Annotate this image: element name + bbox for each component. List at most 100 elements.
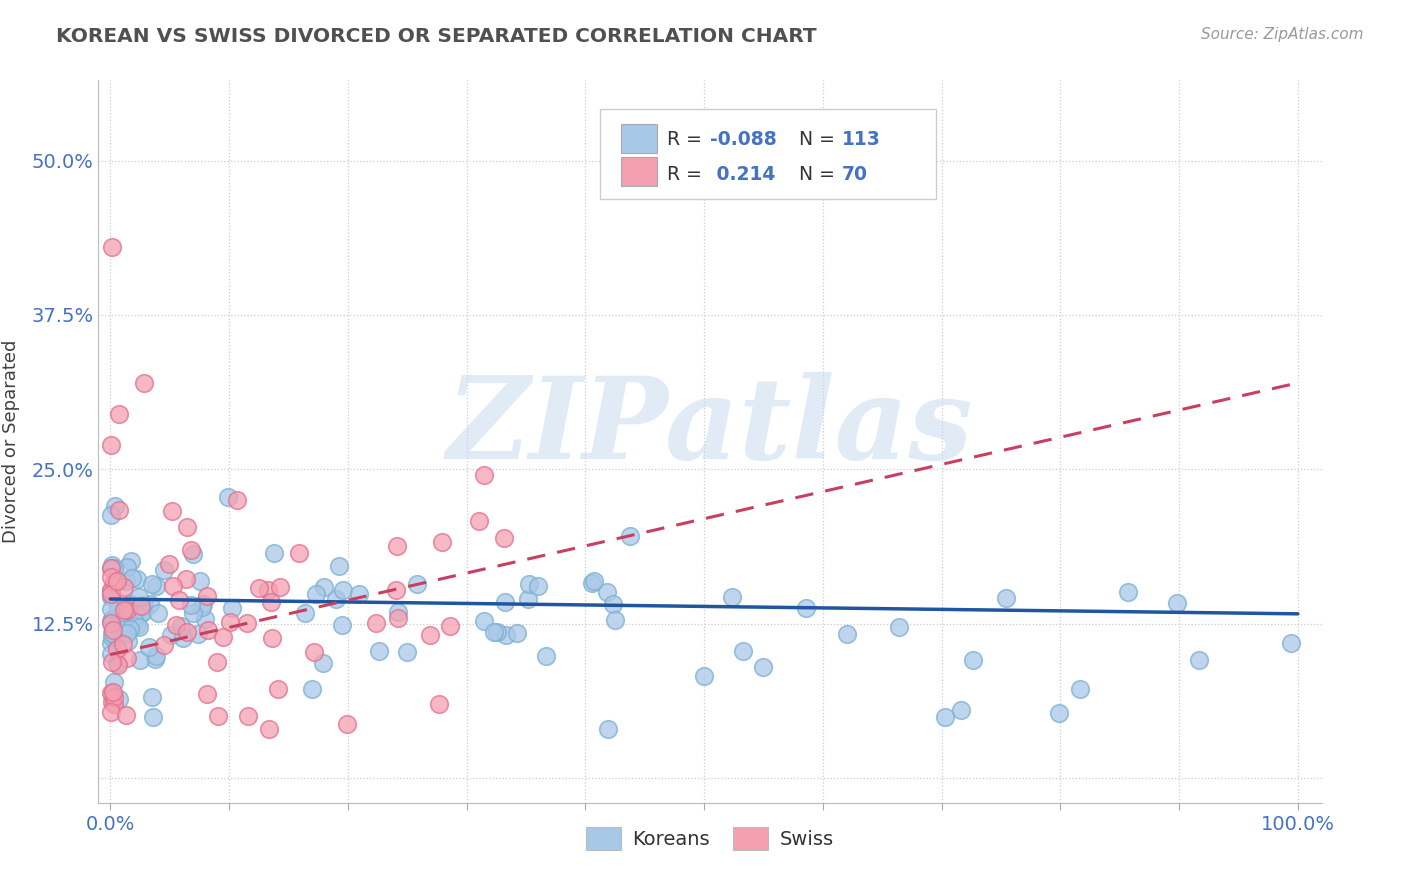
Point <box>721 590 744 604</box>
Text: 70: 70 <box>842 165 868 184</box>
Point <box>132 606 155 620</box>
Point <box>111 636 134 650</box>
Point <box>419 627 441 641</box>
Point <box>595 585 617 599</box>
Point <box>120 554 142 568</box>
Point <box>263 546 285 560</box>
Point <box>129 599 152 613</box>
Point <box>191 600 214 615</box>
FancyBboxPatch shape <box>600 109 936 200</box>
Point <box>100 587 122 601</box>
Point <box>406 577 429 591</box>
Point <box>100 590 122 604</box>
Point <box>330 618 353 632</box>
Point <box>100 584 122 599</box>
Point <box>100 636 122 650</box>
Point <box>176 519 198 533</box>
Point <box>103 697 125 711</box>
Point <box>104 500 127 514</box>
Point <box>101 656 124 670</box>
Point <box>117 626 139 640</box>
Point <box>221 600 243 615</box>
Point <box>100 582 122 597</box>
Point <box>101 630 124 644</box>
Point <box>482 625 505 640</box>
Point <box>162 504 184 518</box>
Point <box>174 572 197 586</box>
Point <box>111 618 134 632</box>
Point <box>103 690 125 704</box>
Point <box>349 587 371 601</box>
Point <box>506 625 529 640</box>
Point <box>467 514 489 528</box>
Point <box>387 605 409 619</box>
Point <box>169 619 191 633</box>
Point <box>105 574 128 588</box>
Point <box>186 627 208 641</box>
Point <box>267 681 290 696</box>
Point <box>1166 596 1188 610</box>
Point <box>105 641 128 656</box>
Point <box>472 614 495 628</box>
Text: KOREAN VS SWISS DIVORCED OR SEPARATED CORRELATION CHART: KOREAN VS SWISS DIVORCED OR SEPARATED CO… <box>56 27 817 45</box>
Point <box>395 645 418 659</box>
Point <box>183 607 205 621</box>
Point <box>494 595 516 609</box>
Point <box>385 582 408 597</box>
Point <box>962 653 984 667</box>
Point <box>100 437 122 451</box>
Point <box>100 686 122 700</box>
Point <box>100 705 122 719</box>
Point <box>100 587 122 601</box>
Point <box>835 627 858 641</box>
Point <box>145 579 167 593</box>
Point <box>366 616 388 631</box>
Point <box>247 581 270 595</box>
Point <box>1118 584 1140 599</box>
Point <box>101 685 124 699</box>
Point <box>100 508 122 522</box>
Bar <box>620 124 658 153</box>
Point <box>731 643 754 657</box>
Point <box>485 624 508 639</box>
Point <box>138 640 160 654</box>
Point <box>752 659 775 673</box>
Point <box>100 561 122 575</box>
Point <box>219 615 242 629</box>
Text: ZIPatlas: ZIPatlas <box>447 372 973 483</box>
Point <box>139 597 162 611</box>
Point <box>385 539 408 553</box>
Point <box>328 558 350 573</box>
Point <box>217 490 239 504</box>
Point <box>1188 652 1211 666</box>
Point <box>598 722 620 736</box>
Point <box>193 612 215 626</box>
Point <box>103 561 125 575</box>
Point <box>100 240 122 254</box>
Point <box>115 560 138 574</box>
Point <box>211 630 233 644</box>
Point <box>387 611 409 625</box>
Point <box>128 590 150 604</box>
Point <box>132 376 155 390</box>
Point <box>207 655 229 669</box>
Point <box>108 503 131 517</box>
Text: -0.088: -0.088 <box>710 130 776 149</box>
Point <box>114 708 136 723</box>
Point <box>162 579 184 593</box>
Point <box>1069 682 1091 697</box>
Point <box>100 616 122 631</box>
Point <box>103 575 125 590</box>
Point <box>332 582 354 597</box>
Point <box>207 709 229 723</box>
Point <box>100 612 122 626</box>
Point <box>325 591 347 606</box>
Point <box>110 606 132 620</box>
Point <box>132 599 155 613</box>
Point <box>120 597 142 611</box>
Point <box>312 580 335 594</box>
Point <box>160 628 183 642</box>
Point <box>107 692 129 706</box>
Point <box>115 602 138 616</box>
Point <box>302 644 325 658</box>
